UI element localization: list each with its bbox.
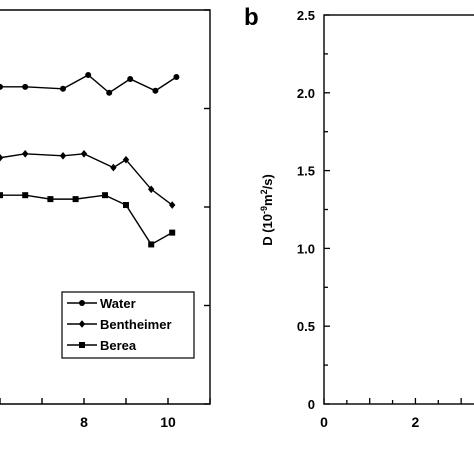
- series-bentheimer: [0, 150, 176, 209]
- data-point: [47, 196, 54, 203]
- panel-a: 8 10 Water Bentheimer Berea: [0, 9, 211, 430]
- data-point: [0, 83, 3, 90]
- series-line: [0, 74, 177, 94]
- data-point: [106, 89, 113, 96]
- panel-a-x-ticks: 8 10: [0, 398, 211, 430]
- panel-b-y-ticks: 0 0.5 1.0 1.5 2.0 2.5: [297, 8, 330, 412]
- data-point: [127, 75, 134, 82]
- ylabel-middle: m: [260, 194, 275, 206]
- panel-a-x-tick-label: 10: [160, 414, 176, 430]
- data-point: [72, 196, 79, 203]
- panel-b-axes-frame: [323, 14, 474, 405]
- panel-b-y-axis-label: D (10-9m2/s): [259, 174, 275, 246]
- legend: Water Bentheimer Berea: [61, 291, 195, 359]
- data-point: [22, 83, 29, 90]
- panel-b-y-tick-label: 1.5: [297, 164, 315, 179]
- data-point: [169, 229, 176, 236]
- data-point: [148, 185, 155, 194]
- ylabel-exponent-2: 2: [259, 189, 269, 194]
- panel-b-x-tick-label: 0: [320, 414, 328, 430]
- legend-label-bentheimer: Bentheimer: [100, 317, 172, 332]
- panel-a-y-ticks: [204, 9, 210, 405]
- ylabel-end: /s): [260, 174, 275, 189]
- panel-b-x-tick-label: 2: [412, 414, 420, 430]
- data-point: [22, 192, 29, 199]
- data-point: [0, 192, 3, 199]
- data-point: [80, 150, 88, 158]
- data-point: [79, 342, 85, 348]
- panel-a-series: [0, 72, 180, 248]
- data-point: [0, 153, 4, 162]
- legend-label-water: Water: [100, 296, 136, 311]
- data-point: [110, 163, 117, 172]
- data-point: [122, 155, 130, 164]
- data-point: [79, 300, 85, 306]
- data-point: [60, 85, 66, 92]
- panel-b-y-tick-label: 2.0: [297, 86, 315, 101]
- data-point: [173, 73, 180, 80]
- panel-b-y-tick-label: 0.5: [297, 319, 315, 334]
- data-point: [148, 241, 155, 248]
- data-point: [78, 320, 86, 328]
- legend-label-berea: Berea: [100, 338, 137, 353]
- data-point: [102, 192, 108, 199]
- panel-b-y-tick-label: 2.5: [297, 8, 315, 23]
- data-point: [22, 150, 29, 158]
- panel-a-x-tick-label: 8: [80, 414, 88, 430]
- panel-label-b: b: [244, 4, 259, 31]
- panel-b-y-tick-label: 1.0: [297, 241, 315, 256]
- data-point: [85, 72, 92, 79]
- series-berea: [0, 192, 176, 248]
- panel-b-y-tick-label: 0: [308, 397, 315, 412]
- data-point: [59, 151, 67, 160]
- series-water: [0, 72, 180, 96]
- data-point: [152, 87, 159, 94]
- ylabel-main: D (10: [260, 214, 275, 246]
- series-line: [0, 153, 173, 206]
- series-line: [0, 194, 173, 246]
- data-point: [169, 201, 176, 209]
- ylabel-exponent-1: -9: [259, 206, 269, 214]
- data-point: [123, 202, 129, 209]
